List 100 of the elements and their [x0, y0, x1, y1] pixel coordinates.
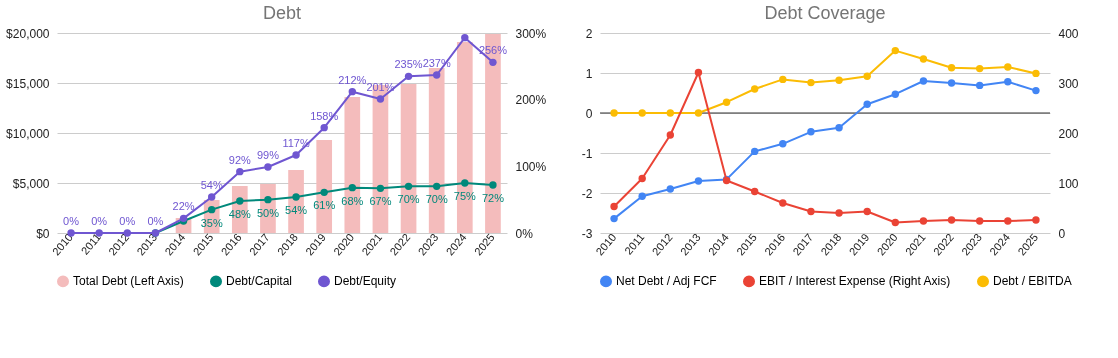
legend-label: Total Debt (Left Axis) [73, 274, 184, 289]
point [891, 90, 900, 98]
point [863, 100, 871, 108]
point [236, 167, 244, 176]
point [404, 72, 413, 81]
data-label: 35% [200, 216, 223, 229]
data-label: 256% [478, 44, 508, 57]
bar [400, 84, 417, 233]
point [750, 147, 759, 156]
point [432, 182, 441, 191]
y2-tick-label: 300 [1058, 76, 1079, 91]
point [694, 68, 703, 77]
data-label: 212% [338, 73, 367, 86]
data-label: 54% [285, 204, 308, 216]
point [919, 217, 928, 225]
point [207, 193, 216, 201]
y-tick-label: $5,000 [12, 176, 50, 191]
point [264, 163, 272, 171]
data-label: 22% [172, 200, 195, 213]
data-label: 201% [366, 81, 395, 93]
y-tick-label: 2 [585, 26, 593, 41]
y-tick-label: -1 [581, 146, 593, 161]
point [666, 131, 675, 139]
point [292, 151, 300, 159]
point [779, 75, 787, 84]
point [236, 197, 244, 205]
y-tick-label: $15,000 [6, 76, 50, 91]
point [348, 87, 357, 96]
y-tick-label: $10,000 [6, 126, 50, 141]
y2-tick-label: 400 [1058, 26, 1079, 41]
point [779, 199, 787, 207]
y-tick-label: $20,000 [6, 26, 50, 41]
data-label: 75% [453, 190, 477, 202]
legend-label: Debt/Equity [334, 274, 397, 289]
point [891, 46, 900, 55]
y2-tick-label: 200% [515, 93, 547, 108]
point [863, 207, 871, 216]
point [807, 78, 815, 87]
point [1004, 63, 1012, 71]
point [975, 217, 984, 225]
data-label: 92% [228, 153, 252, 166]
point [947, 216, 956, 224]
point [666, 109, 675, 117]
y2-tick-label: 300% [515, 26, 547, 41]
point [489, 58, 497, 67]
point [947, 64, 956, 72]
point [947, 79, 956, 87]
data-label: 0% [147, 215, 164, 227]
point [1032, 69, 1040, 78]
data-label: 61% [313, 199, 336, 212]
y-tick-label: 0 [585, 106, 593, 121]
point [975, 64, 984, 73]
point [835, 124, 843, 132]
point [891, 218, 900, 227]
chart-title: Debt [262, 3, 302, 23]
point [404, 182, 413, 191]
point [1032, 216, 1040, 224]
point [975, 81, 984, 90]
point [807, 207, 815, 216]
point [320, 188, 328, 197]
data-label: 235% [394, 58, 423, 71]
point [666, 185, 675, 193]
legend-label: Debt/Capital [226, 274, 293, 289]
point [461, 33, 469, 42]
y-tick-label: -2 [581, 186, 593, 201]
legend-label: Net Debt / Adj FCF [616, 274, 717, 289]
point [863, 72, 871, 80]
data-label: 67% [369, 195, 392, 208]
point [807, 128, 815, 136]
data-label: 70% [397, 193, 420, 206]
y-tick-label: -3 [581, 226, 593, 241]
point [207, 205, 216, 214]
y2-tick-label: 200 [1058, 126, 1079, 141]
bar [344, 97, 361, 233]
point [610, 214, 618, 223]
y-tick-label: $0 [36, 226, 50, 241]
point [1032, 86, 1040, 95]
legend-label: EBIT / Interest Expense (Right Axis) [759, 274, 951, 289]
data-label: 68% [341, 194, 364, 207]
point [320, 123, 328, 132]
point [348, 183, 357, 192]
point [292, 193, 300, 201]
point [750, 85, 759, 93]
y2-tick-label: 100 [1058, 176, 1079, 191]
data-label: 72% [481, 192, 505, 204]
point [779, 140, 787, 148]
point [638, 109, 646, 117]
data-label: 70% [425, 193, 448, 206]
point [638, 192, 646, 200]
point [638, 174, 646, 183]
data-label: 0% [119, 215, 136, 227]
point [376, 184, 385, 193]
point [461, 179, 469, 187]
point [722, 98, 731, 106]
chart-title: Debt Coverage [764, 3, 886, 23]
point [835, 76, 843, 84]
point [919, 77, 928, 85]
point [1004, 78, 1012, 86]
point [489, 181, 497, 189]
point [1004, 217, 1012, 225]
